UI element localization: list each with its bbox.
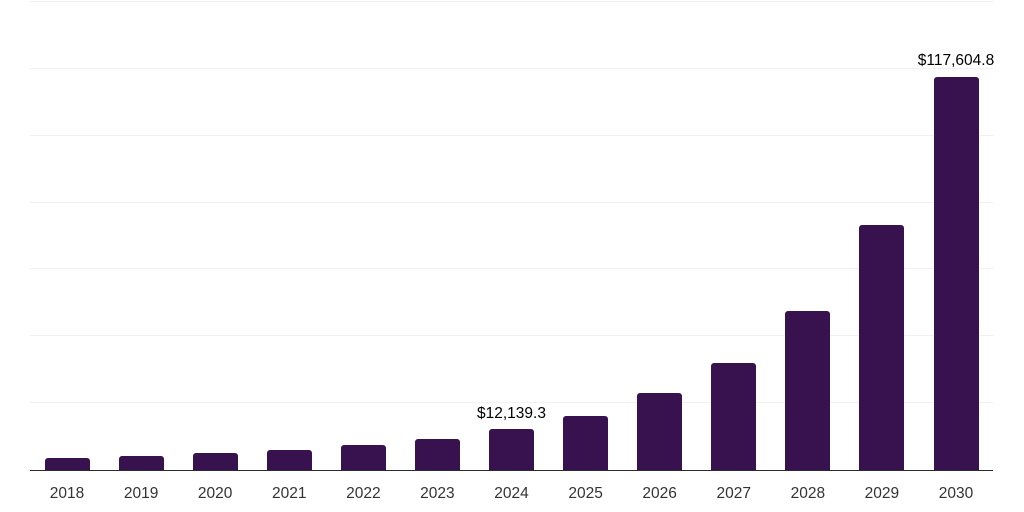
bar-2020 [192,452,238,470]
x-axis-label-2029: 2029 [864,485,900,502]
gridline [30,268,993,270]
plot-area: $12,139.3 $117,604.8 [30,1,995,471]
gridline [30,134,993,136]
bar-2025 [563,415,609,470]
bar-2019 [118,456,164,470]
bar-2023 [414,439,460,470]
x-axis-label-2026: 2026 [642,485,677,502]
x-axis-label-2022: 2022 [346,485,381,502]
data-label-2024: $12,139.3 [477,404,546,422]
bar-2026 [637,393,683,470]
bar-2022 [340,444,386,470]
x-axis-label-2019: 2019 [123,485,159,502]
gridline [30,67,993,69]
gridline [30,1,993,2]
x-axis-line [30,469,993,471]
x-axis-label-2024: 2024 [494,485,529,502]
bar-2021 [266,449,312,470]
x-axis-label-2021: 2021 [272,485,307,502]
bar-2028 [785,310,831,470]
bar-2030 [933,76,979,470]
x-axis-label-2027: 2027 [716,485,751,502]
bar-2029 [859,224,905,470]
x-axis-label-2023: 2023 [420,485,455,502]
x-axis-label-2020: 2020 [197,485,233,502]
x-axis-tick-labels: 2018 2019 2020 2021 2022 2023 2024 2025 2026 2027… [30,486,993,506]
gridline [30,402,993,404]
gridline [30,335,993,337]
bar-2018 [44,457,90,470]
gridline [30,201,993,203]
x-axis-label-2018: 2018 [49,485,85,502]
data-label-2030: $117,604.8 [917,52,995,70]
bar-2027 [711,362,757,470]
x-axis-label-2028: 2028 [790,485,826,502]
x-axis-label-2025: 2025 [568,485,603,502]
bar-2024 [489,429,534,470]
x-axis-label-2030: 2030 [938,485,974,502]
